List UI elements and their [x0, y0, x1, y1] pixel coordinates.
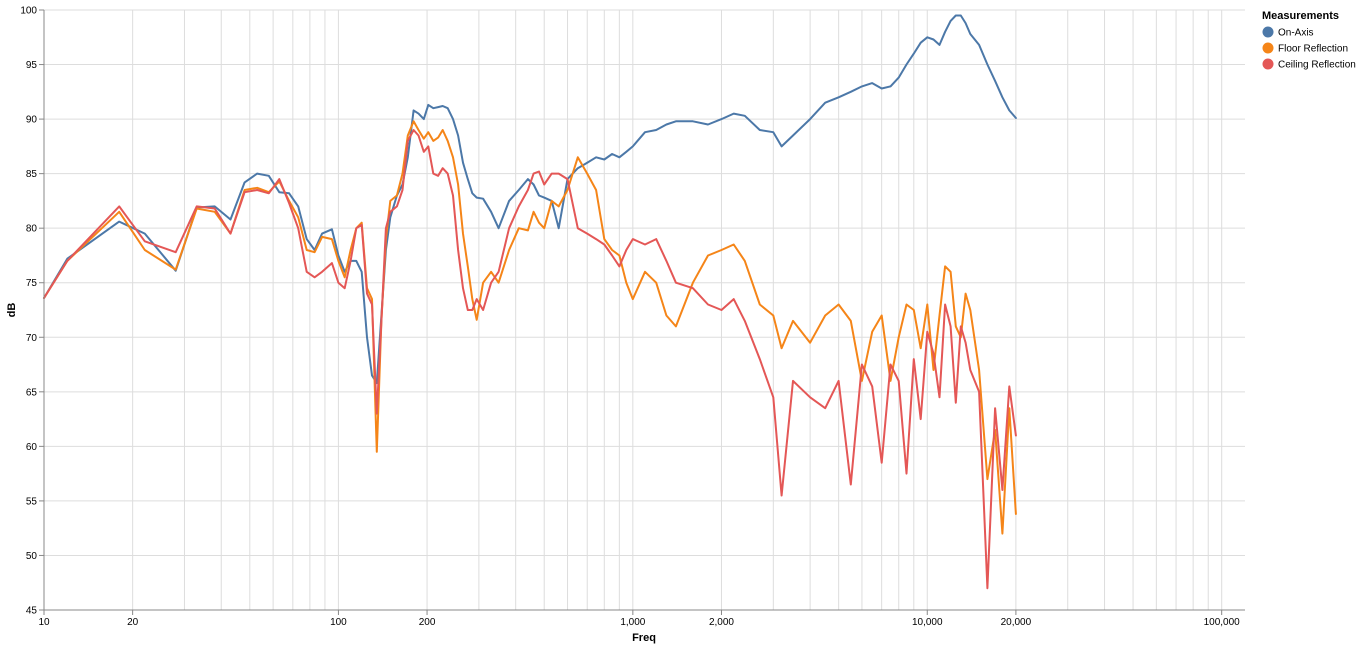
- series-lines: [43, 14, 1017, 590]
- axes: [43, 10, 1245, 611]
- series-line-floor-reflection: [43, 120, 1017, 535]
- x-tick-label: 2,000: [709, 617, 734, 628]
- y-tick-label: 95: [26, 60, 38, 71]
- y-tick-label: 70: [26, 333, 38, 344]
- legend: Measurements On-Axis Floor Reflection Ceil…: [1262, 10, 1356, 71]
- x-tick-label: 200: [419, 617, 436, 628]
- x-ticks: 10 20 100 200 1,000 2,000 10,000 20,000 100,000: [38, 610, 1240, 628]
- x-tick-label: 10,000: [912, 617, 943, 628]
- legend-title: Measurements: [1262, 10, 1339, 22]
- x-tick-label: 1,000: [620, 617, 645, 628]
- x-tick-label: 10: [38, 617, 50, 628]
- y-ticks: 45 50 55 60 65 70 75 80 85 90 95 100: [20, 6, 44, 617]
- y-tick-label: 85: [26, 169, 38, 180]
- y-tick-label: 60: [26, 442, 38, 453]
- y-tick-label: 90: [26, 115, 38, 126]
- y-tick-label: 50: [26, 551, 38, 562]
- legend-label: On-Axis: [1278, 28, 1314, 39]
- y-tick-label: 80: [26, 224, 38, 235]
- x-tick-label: 100,000: [1204, 617, 1241, 628]
- y-tick-label: 65: [26, 387, 38, 398]
- grid: [43, 9, 1245, 611]
- legend-swatch: [1262, 42, 1274, 54]
- legend-swatch: [1262, 26, 1274, 38]
- y-tick-label: 75: [26, 278, 38, 289]
- y-tick-label: 100: [20, 6, 37, 17]
- y-tick-label: 45: [26, 606, 38, 617]
- legend-label: Ceiling Reflection: [1278, 60, 1356, 71]
- x-axis-title: Freq: [632, 632, 656, 644]
- x-tick-label: 20: [127, 617, 139, 628]
- y-tick-label: 55: [26, 496, 38, 507]
- series-line-on-axis: [43, 14, 1017, 385]
- series-line-ceiling-reflection: [43, 129, 1017, 590]
- x-tick-label: 20,000: [1001, 617, 1032, 628]
- y-axis-title: dB: [6, 303, 18, 318]
- x-tick-label: 100: [330, 617, 347, 628]
- legend-swatch: [1262, 58, 1274, 70]
- legend-label: Floor Reflection: [1278, 44, 1348, 55]
